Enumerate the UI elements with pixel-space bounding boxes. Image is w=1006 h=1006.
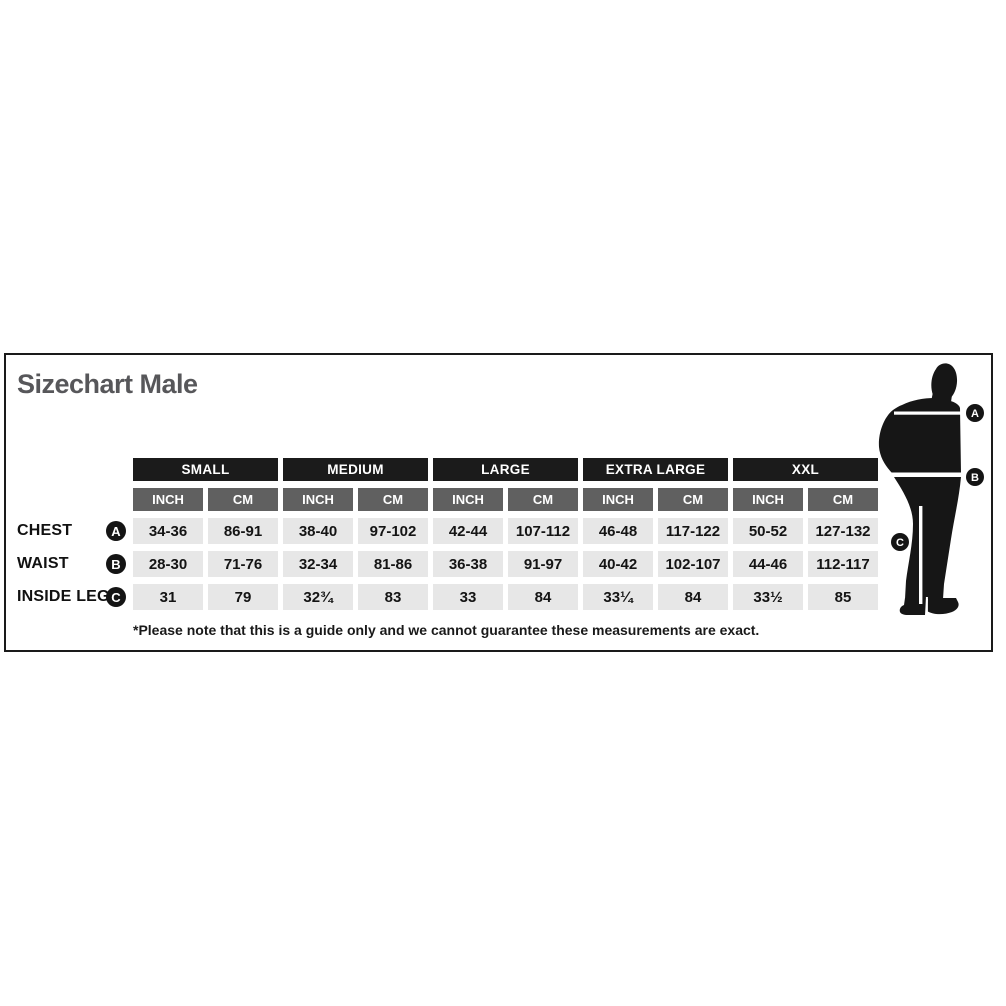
chest-cell: 97-102 [358,518,428,544]
svg-text:B: B [971,472,979,484]
waist-cell: 91-97 [508,551,578,577]
chest-cell: 50-52 [733,518,803,544]
inside-leg-cell: 33¼ [583,584,653,610]
size-header-small: SMALL [133,458,278,481]
marker-a-badge: A [106,521,126,541]
unit-header-cm: CM [208,488,278,511]
inside-leg-cell: 85 [808,584,878,610]
chest-cell: 117-122 [658,518,728,544]
chest-cell: 34-36 [133,518,203,544]
unit-header-cm: CM [658,488,728,511]
marker-b-badge: B [106,554,126,574]
unit-header-inch: INCH [433,488,503,511]
silhouette-back-shoe [927,598,959,615]
silhouette-head [931,363,958,402]
inside-leg-cell: 83 [358,584,428,610]
unit-header-inch: INCH [733,488,803,511]
waist-cell: 102-107 [658,551,728,577]
silhouette-torso [878,398,961,474]
unit-header-inch: INCH [133,488,203,511]
inside-leg-cell: 79 [208,584,278,610]
size-header-medium: MEDIUM [283,458,428,481]
figure-marker-b: B [966,468,984,486]
chest-cell: 42-44 [433,518,503,544]
unit-header-inch: INCH [283,488,353,511]
unit-header-cm: CM [808,488,878,511]
size-table: SMALL MEDIUM LARGE EXTRA LARGE XXL INCH … [17,458,878,610]
row-label-chest: CHEST [17,522,73,539]
size-header-extra-large: EXTRA LARGE [583,458,728,481]
inside-leg-cell: 33½ [733,584,803,610]
svg-text:C: C [896,537,904,549]
inside-leg-cell: 31 [133,584,203,610]
inside-leg-measure-line [919,506,923,604]
marker-c-badge: C [106,587,126,607]
waist-cell: 36-38 [433,551,503,577]
svg-text:A: A [971,408,979,420]
chest-cell: 38-40 [283,518,353,544]
inside-leg-cell: 84 [508,584,578,610]
inside-leg-cell: 84 [658,584,728,610]
figure-marker-c: C [891,533,909,551]
waist-cell: 112-117 [808,551,878,577]
disclaimer-note: *Please note that this is a guide only a… [133,622,760,638]
waist-cell: 44-46 [733,551,803,577]
page-title: Sizechart Male [17,369,198,399]
size-header-xxl: XXL [733,458,878,481]
waist-cell: 28-30 [133,551,203,577]
chest-cell: 86-91 [208,518,278,544]
inside-leg-cell: 32¾ [283,584,353,610]
unit-header-cm: CM [358,488,428,511]
male-silhouette-figure: A B C [878,363,984,616]
unit-header-inch: INCH [583,488,653,511]
chest-cell: 46-48 [583,518,653,544]
unit-header-cm: CM [508,488,578,511]
waist-cell: 40-42 [583,551,653,577]
row-label-inside-leg: INSIDE LEG [17,588,110,605]
chest-measure-line [894,411,961,415]
row-label-waist: WAIST [17,555,69,572]
silhouette-legs [894,477,961,599]
figure-marker-a: A [966,404,984,422]
chest-cell: 127-132 [808,518,878,544]
waist-cell: 32-34 [283,551,353,577]
chest-cell: 107-112 [508,518,578,544]
waist-cell: 71-76 [208,551,278,577]
size-header-large: LARGE [433,458,578,481]
sizechart-panel: Sizechart Male SMALL MEDIUM LARGE EXTRA … [4,353,993,652]
inside-leg-cell: 33 [433,584,503,610]
waist-cell: 81-86 [358,551,428,577]
waist-measure-line [891,472,963,476]
